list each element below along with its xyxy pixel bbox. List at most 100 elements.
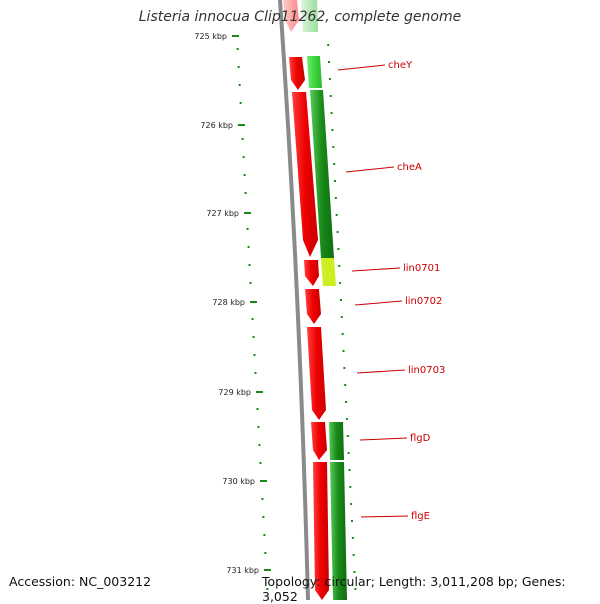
gene-label: lin0701 [403,263,440,274]
coverage-dot [353,571,356,573]
ruler-minor-tick [256,408,259,410]
ruler-minor-tick [238,84,241,86]
ruler-minor-tick [244,192,247,194]
gene-leader-line [360,515,409,518]
genome-backbone [278,0,310,600]
coverage-dot [352,554,355,556]
gene-leader-line [354,300,403,306]
coverage-dot [328,78,331,80]
cds-arrow [283,0,299,32]
gene-leader-line [345,166,395,173]
ruler-minor-tick [253,354,256,356]
ruler-minor-tick [258,444,261,446]
gene-label: lin0702 [405,296,442,307]
gene-labels: cheY cheA lin0701 lin0702 lin0703 flgD flgE [337,60,445,522]
similarity-track [301,0,347,600]
coverage-dot [348,469,351,471]
ruler-minor-tick [266,588,269,590]
coverage-dot [336,231,339,233]
ruler-minor-tick [263,534,266,536]
ruler-minor-tick [254,372,257,374]
gene-leader-line [351,267,401,272]
ruler-minor-tick [239,102,242,104]
accession-text: Accession: NC_003212 [9,574,152,589]
map-title: Listeria innocua Clip11262, complete gen… [138,9,462,25]
cds-arrow [305,289,321,324]
coverage-dot [328,61,331,63]
similarity-block [310,90,334,258]
coverage-dot [345,401,348,403]
ruler-minor-tick [237,66,240,68]
ruler-tick-label: 728 kbp [212,298,245,307]
ruler-minor-tick [249,282,252,284]
coverage-dot [343,367,346,369]
coverage-dot [334,197,337,199]
coverage-dot [350,503,353,505]
ruler-minor-tick [246,228,249,230]
coverage-dot [335,214,338,216]
ruler-minor-tick [247,246,250,248]
ruler-tick-label: 729 kbp [218,388,251,397]
gene-label: cheY [388,60,413,71]
ruler-minor-tick [259,462,262,464]
cds-arrow [304,260,319,286]
cds-track [283,0,329,600]
coverage-dot [351,537,354,539]
ruler-tick-label: 731 kbp [226,566,259,575]
coverage-dot [331,129,334,131]
ruler-minor-tick [261,498,264,500]
coverage-dot [354,588,357,590]
coverage-dot [349,486,352,488]
ruler-minor-tick [236,48,239,50]
ruler-minor-tick [262,516,265,518]
kbp-ruler: 725 kbp 726 kbp 727 kbp 728 kbp 729 kbp 730 k… [194,32,271,575]
coverage-dot [333,163,336,165]
cds-arrow [289,57,305,90]
coverage-dot [330,112,333,114]
gene-leader-line [359,437,408,441]
ruler-minor-tick [252,336,255,338]
coverage-dot [346,435,349,437]
gene-leader-line [356,369,406,374]
cds-arrow [313,462,329,600]
ruler-minor-tick [264,552,267,554]
coverage-dot [340,316,343,318]
coverage-dot [338,265,341,267]
gene-label: cheA [397,162,422,173]
coverage-dot [339,299,342,301]
ruler-minor-tick [248,264,251,266]
coverage-dot [327,44,330,46]
coverage-dot [347,452,350,454]
ruler-minor-tick [257,426,260,428]
ruler-minor-tick [243,174,246,176]
coverage-dot [344,384,347,386]
similarity-block [329,422,344,460]
cds-arrow [311,422,327,460]
ruler-minor-tick [242,156,245,158]
coverage-dot [341,333,344,335]
cds-arrow [307,327,326,420]
similarity-block [307,56,322,88]
ruler-tick-label: 727 kbp [206,209,239,218]
coverage-dot [334,180,336,182]
ruler-minor-tick [241,138,244,140]
similarity-block [330,462,347,600]
ruler-minor-tick [251,318,254,320]
gene-leader-line [337,64,386,71]
gene-label: lin0703 [408,365,445,376]
coverage-dot [332,146,335,148]
similarity-block [301,0,318,32]
coverage-dot [345,418,348,420]
coverage-dot [351,520,353,522]
coverage-dot [337,248,340,250]
cds-arrow [292,92,318,257]
coverage-dot [329,95,332,97]
ruler-tick-label: 730 kbp [222,477,255,486]
similarity-block [321,258,336,286]
ruler-tick-label: 725 kbp [194,32,227,41]
coverage-dot [342,350,345,352]
gene-label: flgE [411,511,430,522]
ruler-tick-label: 726 kbp [200,121,233,130]
gene-label: flgD [410,433,431,444]
